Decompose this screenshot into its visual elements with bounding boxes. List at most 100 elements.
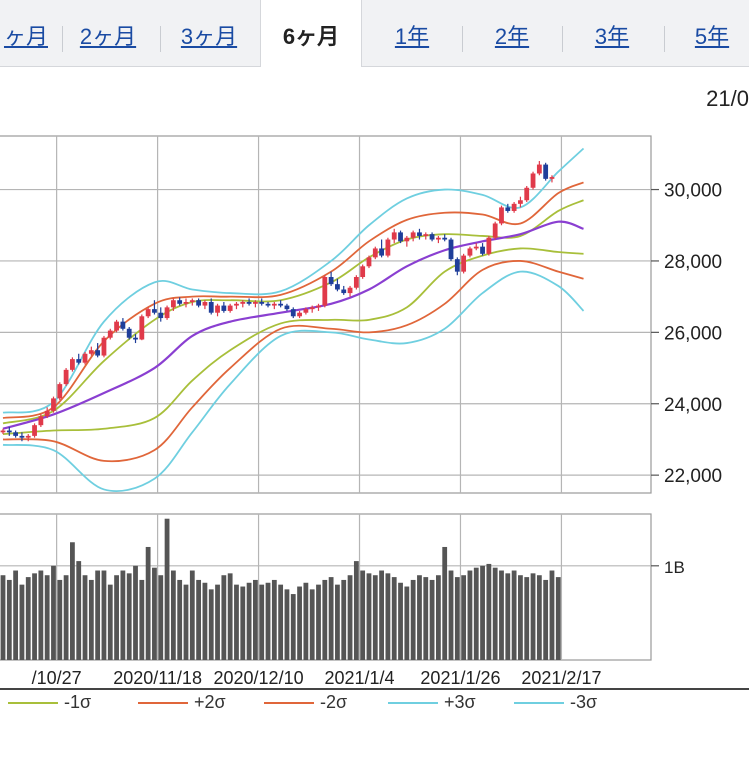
volume-bar <box>492 567 498 660</box>
candle-body <box>107 330 113 338</box>
candle-body <box>391 232 397 240</box>
volume-bar <box>499 570 504 660</box>
volume-bar <box>379 570 384 660</box>
volume-bar <box>63 575 69 660</box>
volume-bar <box>152 567 157 660</box>
price-tick-label: 26,000 <box>664 323 722 344</box>
volume-bar <box>44 575 50 660</box>
legend-divider <box>0 688 749 690</box>
candle-body <box>284 305 290 310</box>
candle-body <box>309 307 315 310</box>
legend-item-plus3-sigma: +3σ <box>388 692 476 713</box>
candle-body <box>183 302 189 304</box>
price-grid <box>0 135 659 494</box>
price-panel-frame <box>0 135 652 494</box>
legend-item-minus1-sigma: -1σ <box>8 692 91 713</box>
date-label: 21/0 <box>706 86 749 111</box>
candle-body <box>133 337 138 340</box>
band-line-p2 <box>2 181 584 419</box>
legend-swatch <box>388 701 438 704</box>
volume-bar <box>543 579 549 660</box>
volume-bar <box>183 584 189 660</box>
volume-bar <box>549 570 555 660</box>
tab-3-years[interactable]: 3年 <box>594 24 630 49</box>
volume-bar <box>76 561 82 660</box>
tab-separator <box>664 26 665 52</box>
volume-bar <box>196 579 202 660</box>
candle-body <box>0 430 6 433</box>
volume-bar <box>555 577 561 660</box>
volume-bar <box>360 570 366 660</box>
volume-bar <box>461 575 467 660</box>
legend-swatch <box>514 701 564 704</box>
volume-bar <box>253 579 258 660</box>
price-tick-label: 28,000 <box>664 252 722 273</box>
volume-bars <box>0 518 561 660</box>
candle-body <box>57 384 63 399</box>
volume-bar <box>417 575 422 660</box>
volume-bar <box>423 577 429 660</box>
candle-body <box>196 300 202 306</box>
price-tick-label: 30,000 <box>664 181 722 202</box>
legend-label: -3σ <box>570 692 598 712</box>
volume-bar <box>158 575 164 660</box>
candle-body <box>341 289 347 294</box>
volume-bar <box>208 589 214 660</box>
candle-body <box>114 321 119 331</box>
candle-body <box>158 312 164 319</box>
tab-6-months[interactable]: 6ヶ月 <box>260 0 362 67</box>
volume-bar <box>145 546 151 660</box>
candle-body <box>385 239 391 256</box>
candlesticks <box>0 160 555 442</box>
candle-body <box>518 200 523 204</box>
candle-body <box>145 309 151 317</box>
volume-bar <box>38 570 44 660</box>
volume-bar <box>271 579 277 660</box>
candle-body <box>543 164 549 179</box>
volume-bar <box>177 579 183 660</box>
volume-bar <box>366 573 372 660</box>
tab-2-months[interactable]: 2ヶ月 <box>79 24 137 49</box>
tab-1-month[interactable]: ヶ月 <box>3 24 48 49</box>
candle-body <box>404 237 410 242</box>
candle-body <box>423 234 429 236</box>
volume-bar <box>0 575 6 660</box>
volume-bar <box>278 584 284 660</box>
candle-body <box>379 248 384 256</box>
tab-3-months[interactable]: 3ヶ月 <box>180 24 238 49</box>
tab-2-years[interactable]: 2年 <box>494 24 530 49</box>
candle-body <box>335 284 340 290</box>
tab-5-years[interactable]: 5年 <box>694 24 730 49</box>
x-axis-label: 2020/12/10 <box>214 668 304 688</box>
volume-bar <box>221 575 227 660</box>
volume-bar <box>19 584 25 660</box>
candle-body <box>467 248 473 256</box>
candle-body <box>189 300 195 303</box>
candle-body <box>38 416 44 426</box>
volume-bar <box>530 573 536 660</box>
volume-bar <box>518 575 523 660</box>
volume-bar <box>435 575 441 660</box>
candle-body <box>303 309 309 313</box>
volume-bar <box>133 565 138 660</box>
candle-body <box>177 300 183 304</box>
volume-bar <box>335 584 340 660</box>
axis-labels: 30,000 28,000 26,000 24,000 22,000 1B/10/27 20… <box>32 181 723 688</box>
tab-separator <box>462 26 463 52</box>
candle-body <box>208 302 214 313</box>
candle-body <box>360 266 366 278</box>
volume-bar <box>265 582 271 660</box>
candle-body <box>505 207 511 211</box>
candle-body <box>265 303 271 306</box>
candle-body <box>435 237 441 240</box>
candle-body <box>347 287 353 294</box>
volume-bar <box>227 573 233 660</box>
tab-1-year[interactable]: 1年 <box>394 24 430 49</box>
volume-bar <box>240 586 246 660</box>
candle-body <box>126 328 132 338</box>
candle-body <box>398 232 403 242</box>
candle-body <box>536 164 542 174</box>
candle-body <box>278 303 284 306</box>
volume-bar <box>57 579 63 660</box>
volume-bar <box>215 584 220 660</box>
